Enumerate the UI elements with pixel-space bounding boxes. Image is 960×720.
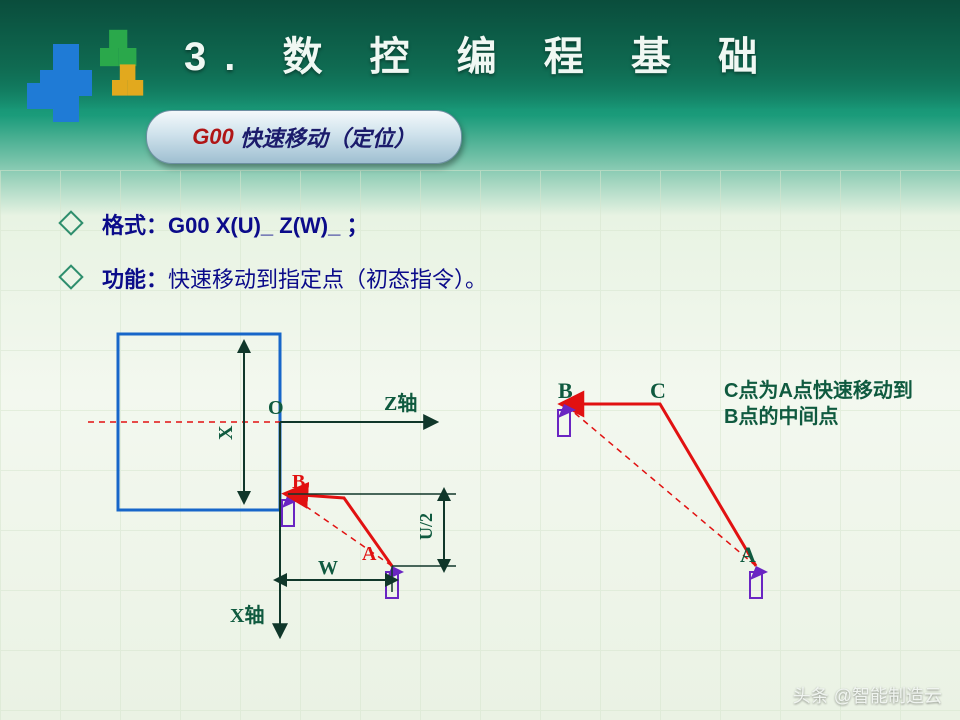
right-diagram: B C A xyxy=(0,0,960,720)
side-note: C点为A点快速移动到B点的中间点 xyxy=(724,378,924,430)
label-B-right: B xyxy=(558,378,573,403)
label-C-right: C xyxy=(650,378,666,403)
watermark: 头条 @智能制造云 xyxy=(793,682,942,708)
label-A-right: A xyxy=(740,542,756,567)
slide: 3. 数 控 编 程 基 础 G00 快速移动（定位） 格式：G00 X(U)_… xyxy=(0,0,960,720)
